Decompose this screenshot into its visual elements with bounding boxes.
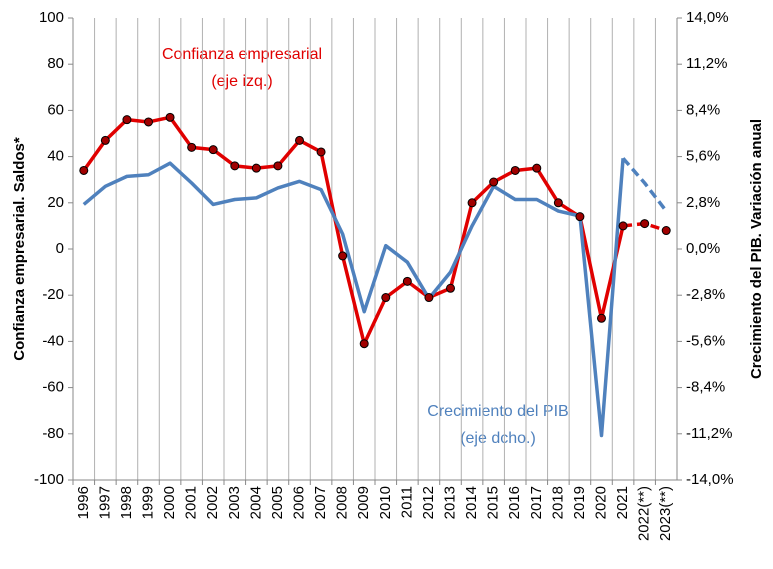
series-line — [82, 158, 625, 438]
series-axis-note: (eje dcho.) — [460, 430, 536, 447]
data-point — [618, 221, 628, 231]
x-tick-label: 2010 — [377, 486, 394, 519]
y2-tick-label: 11,2% — [686, 55, 727, 72]
series-label: Crecimiento del PIB — [427, 403, 568, 420]
data-point — [316, 147, 326, 157]
x-tick-label: 2007 — [312, 486, 329, 519]
y2-tick-label: -14,0% — [686, 471, 734, 488]
data-point — [208, 145, 218, 155]
data-point — [510, 165, 520, 175]
x-tick-label: 2011 — [398, 486, 415, 518]
y2-tick-label: 0,0% — [686, 240, 720, 257]
y-tick-label: -60 — [42, 379, 64, 396]
data-point — [424, 293, 434, 303]
y-tick-label: 60 — [47, 101, 64, 118]
data-point — [230, 161, 240, 171]
x-tick-label: 2009 — [355, 486, 372, 519]
data-point — [295, 135, 304, 145]
data-point — [251, 163, 261, 173]
y-tick-label: 20 — [47, 194, 64, 211]
data-point — [640, 219, 650, 229]
data-point — [100, 135, 110, 145]
data-point — [79, 165, 89, 175]
x-tick-label: 1996 — [75, 486, 92, 519]
y-tick-label: -20 — [42, 286, 64, 303]
data-point — [575, 212, 585, 222]
data-point — [338, 251, 348, 261]
x-tick-label: 2006 — [290, 486, 307, 519]
data-point — [187, 142, 197, 152]
x-tick-label: 2019 — [571, 486, 588, 519]
x-tick-label: 2023(**) — [657, 486, 674, 541]
x-tick-label: 2015 — [485, 486, 502, 519]
data-point — [122, 115, 132, 125]
y-tick-label: 100 — [39, 9, 64, 26]
data-point — [467, 198, 477, 208]
data-point — [661, 226, 671, 236]
x-tick-label: 1998 — [118, 486, 135, 519]
series-axis-note: (eje izq.) — [211, 73, 272, 90]
data-point — [489, 177, 499, 187]
series-label: Confianza empresarial — [162, 46, 322, 63]
data-point — [273, 161, 283, 171]
y-tick-label: 0 — [56, 240, 64, 257]
x-tick-label: 2005 — [269, 486, 286, 519]
y2-axis-title: Crecimiento del PIB. Variación anual — [748, 119, 765, 379]
data-point — [553, 198, 563, 208]
data-point — [532, 163, 542, 173]
y-tick-label: 40 — [47, 148, 64, 165]
y2-tick-label: 14,0% — [686, 9, 729, 26]
data-point — [402, 276, 412, 286]
x-tick-label: 2002 — [204, 486, 221, 519]
y2-tick-label: 8,4% — [686, 101, 720, 118]
x-tick-label: 2016 — [506, 486, 523, 519]
x-tick-label: 1997 — [96, 486, 113, 519]
x-tick-label: 2017 — [528, 486, 545, 519]
x-tick-label: 2000 — [161, 486, 178, 519]
y-tick-label: -80 — [42, 425, 64, 442]
y2-tick-label: -2,8% — [686, 286, 725, 303]
y2-tick-label: 5,6% — [686, 148, 720, 165]
x-tick-label: 2014 — [463, 486, 480, 519]
x-tick-label: 2001 — [183, 486, 200, 519]
data-point — [165, 112, 175, 122]
series-line-projection — [621, 157, 668, 213]
x-tick-label: 2013 — [441, 486, 458, 519]
y2-tick-label: -5,6% — [686, 332, 725, 349]
x-tick-label: 2018 — [549, 486, 566, 519]
y-tick-label: 80 — [47, 55, 64, 72]
x-tick-label: 2008 — [334, 486, 351, 519]
data-point — [381, 293, 391, 303]
x-tick-label: 2004 — [247, 486, 264, 519]
data-point — [597, 313, 606, 323]
x-tick-label: 2012 — [420, 486, 437, 519]
y-tick-label: -40 — [42, 332, 64, 349]
data-point — [144, 117, 153, 127]
y-tick-label: -100 — [34, 471, 64, 488]
y2-tick-label: -8,4% — [686, 379, 725, 396]
data-point — [359, 339, 369, 349]
y2-tick-label: -11,2% — [686, 425, 732, 442]
x-tick-label: 2022(**) — [636, 486, 653, 541]
x-tick-label: 2003 — [226, 486, 243, 519]
x-tick-label: 2020 — [592, 486, 609, 519]
x-tick-label: 2021 — [614, 486, 631, 519]
x-tick-label: 1999 — [139, 486, 156, 519]
y-axis-title: Confianza empresarial. Saldos* — [11, 137, 28, 361]
y2-tick-label: 2,8% — [686, 194, 720, 211]
data-point — [446, 283, 455, 293]
